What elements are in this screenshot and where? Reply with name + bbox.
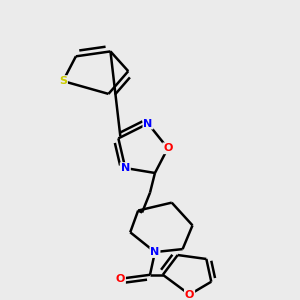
Text: O: O — [163, 143, 172, 153]
Text: N: N — [150, 247, 160, 257]
Text: N: N — [121, 163, 130, 173]
Text: O: O — [116, 274, 125, 284]
Text: O: O — [185, 290, 194, 300]
Text: N: N — [143, 118, 153, 129]
Text: S: S — [59, 76, 67, 86]
